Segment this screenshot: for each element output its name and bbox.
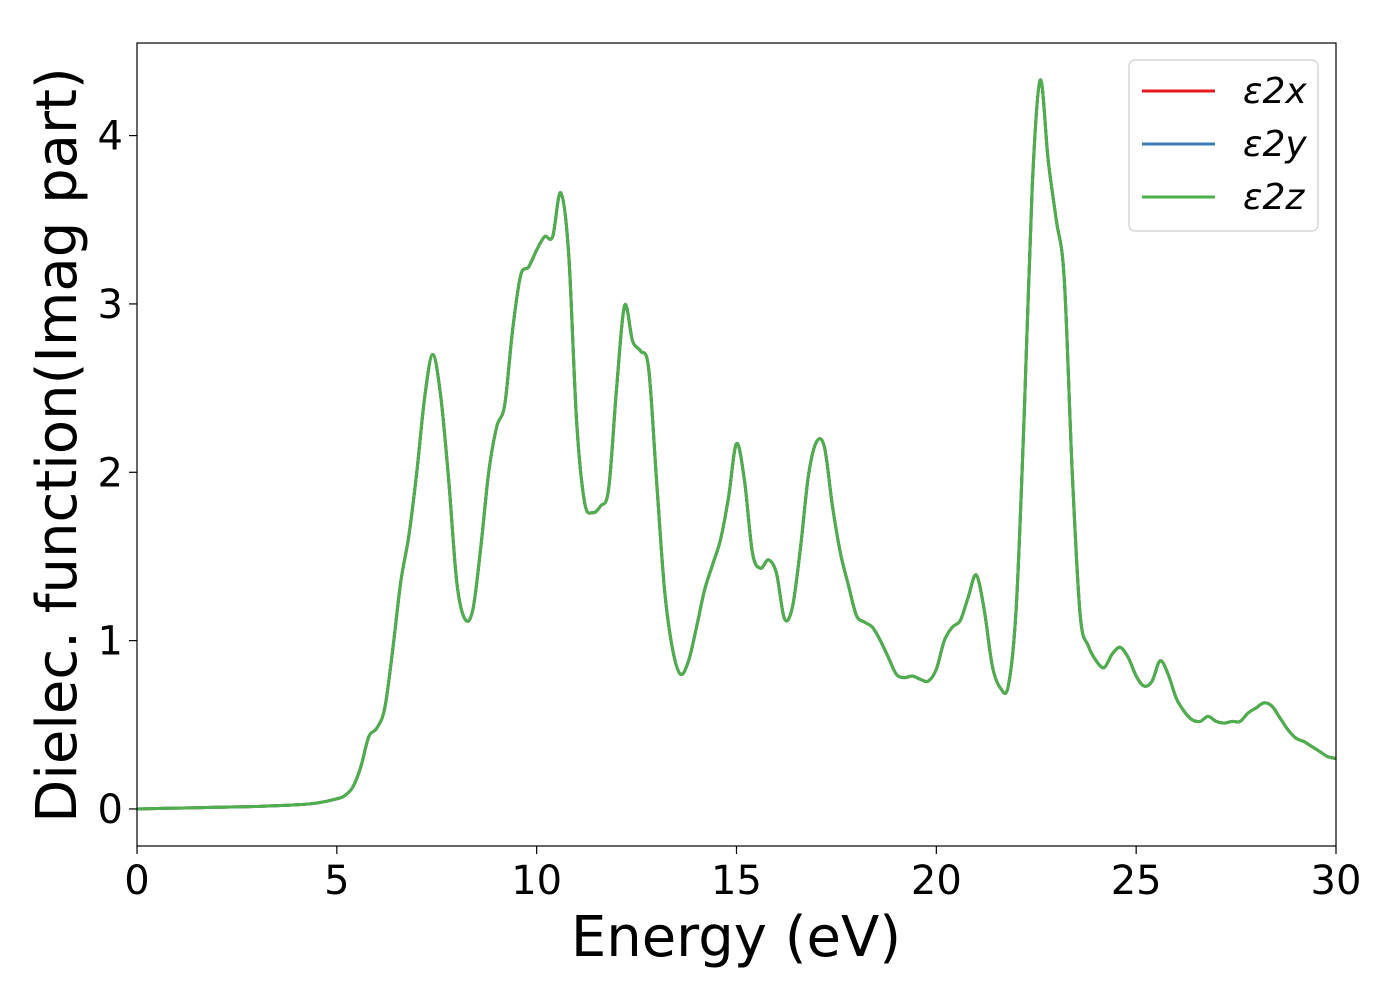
x-tick-label: 0 — [124, 858, 149, 904]
x-tick-label: 10 — [511, 858, 562, 904]
x-tick-label: 30 — [1311, 858, 1362, 904]
x-tick-label: 20 — [911, 858, 962, 904]
y-axis-title: Dielec. function(Imag part) — [25, 67, 90, 823]
legend-box — [1128, 59, 1319, 232]
x-axis-ticks: 0 5 10 15 20 25 30 — [124, 846, 1361, 904]
legend-label: ε2z — [1243, 177, 1305, 218]
x-tick-label: 5 — [324, 858, 349, 904]
plot-area — [136, 42, 1337, 847]
y-tick-label: 3 — [98, 282, 123, 328]
y-tick-label: 0 — [98, 787, 123, 833]
y-tick-label: 4 — [98, 114, 123, 160]
series-layer — [137, 78, 1336, 811]
legend-label: ε2y — [1243, 124, 1307, 165]
x-axis-title: Energy (eV) — [571, 905, 901, 970]
legend: ε2x ε2y ε2z — [1128, 59, 1319, 232]
y-tick-label: 1 — [98, 619, 123, 665]
x-tick-label: 25 — [1111, 858, 1162, 904]
y-tick-label: 2 — [98, 450, 123, 496]
legend-label: ε2x — [1243, 71, 1307, 112]
y-axis-ticks: 0 1 2 3 4 — [98, 114, 137, 833]
series-line-3 — [137, 78, 1336, 811]
x-tick-label: 15 — [711, 858, 762, 904]
